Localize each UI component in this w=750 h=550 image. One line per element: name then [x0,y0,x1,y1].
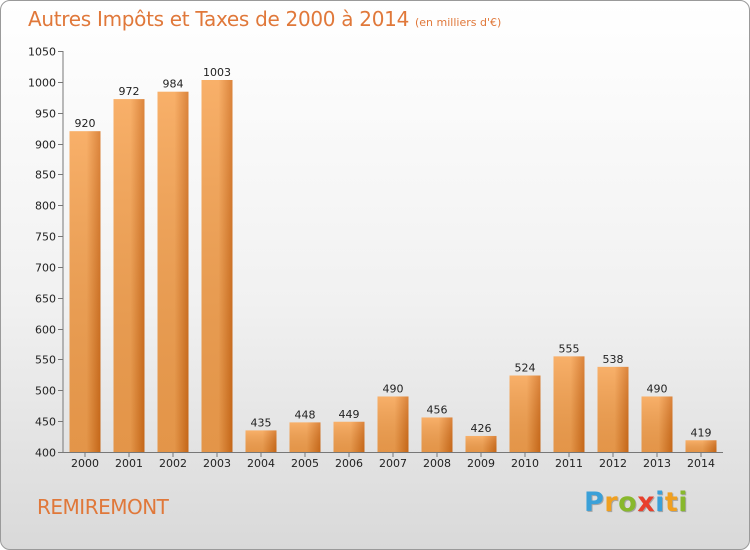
bar-shade [157,91,189,453]
x-tick-label: 2011 [555,457,583,470]
data-label: 1003 [203,66,231,79]
bar-shade [201,79,233,452]
data-label: 449 [339,408,360,421]
bar-shade [69,131,101,452]
data-label: 524 [515,362,536,375]
y-tick-label: 900 [35,139,56,152]
bar-shade [685,440,717,452]
x-tick-label: 2007 [379,457,407,470]
y-tick-label: 650 [35,293,56,306]
x-tick-label: 2012 [599,457,627,470]
bar-shade [245,430,277,452]
proxiti-logo: Proxiti [584,487,689,518]
bar-shade [421,417,453,452]
data-label: 538 [603,353,624,366]
data-label: 984 [163,78,184,91]
data-label: 490 [647,382,668,395]
data-label: 555 [559,342,580,355]
y-tick-label: 850 [35,169,56,182]
data-label: 920 [75,117,96,130]
bar-shade [553,356,585,452]
bar-shade [333,421,365,452]
chart-title: Autres Impôts et Taxes de 2000 à 2014 (en… [28,7,501,31]
y-tick-label: 700 [35,262,56,275]
x-tick-label: 2004 [247,457,275,470]
bars: 920 972 984 1003 435 448 449 490 456 426 524 555 538… [69,66,717,453]
x-tick-label: 2003 [203,457,231,470]
y-tick-label: 750 [35,231,56,244]
bar-shade [113,99,145,453]
y-tick-label: 1050 [28,46,56,59]
x-tick-label: 2014 [687,457,715,470]
data-label: 426 [471,422,492,435]
x-tick-label: 2005 [291,457,319,470]
bar-shade [641,396,673,452]
bar-shade [509,375,541,452]
chart-title-text: Autres Impôts et Taxes de 2000 à 2014 [28,7,409,31]
chart-subtitle: (en milliers d'€) [415,16,502,29]
x-axis: 2000 2001 2002 2003 2004 2005 2006 2007 2008 2009… [63,452,723,470]
data-label: 456 [427,403,448,416]
x-tick-label: 2002 [159,457,187,470]
data-label: 972 [119,85,140,98]
x-tick-label: 2001 [115,457,143,470]
x-tick-label: 2009 [467,457,495,470]
data-label: 490 [383,382,404,395]
y-tick-label: 450 [35,416,56,429]
x-tick-label: 2006 [335,457,363,470]
bar-shade [465,435,497,452]
location-label: REMIREMONT [37,495,169,519]
bar-shade [597,366,629,452]
y-tick-label: 400 [35,447,56,460]
x-tick-label: 2013 [643,457,671,470]
data-label: 448 [295,408,316,421]
y-tick-label: 800 [35,200,56,213]
data-label: 435 [251,416,272,429]
y-tick-label: 950 [35,108,56,121]
bar-shade [377,396,409,452]
x-tick-label: 2008 [423,457,451,470]
x-tick-label: 2010 [511,457,539,470]
bar-shade [289,422,321,452]
data-label: 419 [691,426,712,439]
y-tick-label: 500 [35,385,56,398]
y-tick-label: 1000 [28,77,56,90]
y-tick-label: 550 [35,354,56,367]
y-tick-label: 600 [35,324,56,337]
y-axis: 400 450 500 550 600 650 700 750 800 850 900 950 1000… [28,46,64,460]
x-tick-label: 2000 [71,457,99,470]
